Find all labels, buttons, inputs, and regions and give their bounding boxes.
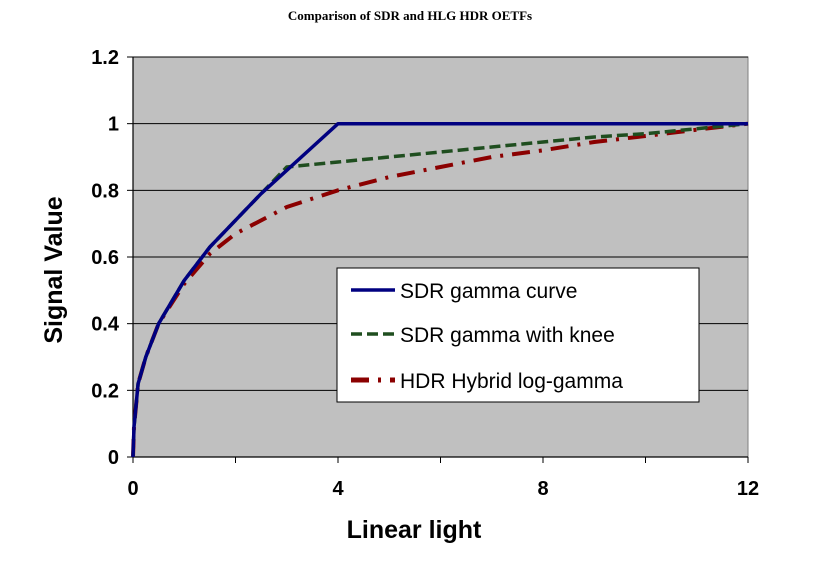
x-axis-label: Linear light [347, 516, 482, 544]
chart-title: Comparison of SDR and HLG HDR OETFs [288, 8, 532, 23]
x-tick-label: 8 [537, 478, 548, 500]
series-line [131, 121, 749, 458]
series-lines [131, 121, 749, 458]
legend-label: HDR Hybrid log-gamma [400, 370, 623, 393]
legend-label: SDR gamma with knee [400, 324, 615, 347]
legend: SDR gamma curve SDR gamma with knee HDR … [336, 267, 700, 403]
y-tick-label: 0.6 [91, 247, 119, 269]
series-line [131, 121, 748, 458]
legend-label: SDR gamma curve [400, 280, 577, 303]
legend-box [336, 267, 700, 403]
tick-labels: 0 0.2 0.4 0.6 0.8 1 1.2 0 4 8 12 [91, 47, 759, 500]
y-tick-label: 1 [108, 114, 119, 136]
legend-entry: HDR Hybrid log-gamma [351, 370, 623, 393]
x-tick-label: 12 [737, 478, 759, 500]
y-tick-label: 0.4 [91, 314, 120, 336]
x-tick-label: 4 [332, 478, 344, 500]
y-axis-label: Signal Value [40, 196, 68, 343]
y-tick-label: 0.2 [91, 380, 119, 402]
legend-entry: SDR gamma with knee [351, 324, 615, 347]
legend-entry: SDR gamma curve [351, 280, 577, 303]
y-tick-label: 1.2 [91, 47, 119, 69]
y-tick-label: 0 [108, 447, 119, 469]
x-tick-label: 0 [127, 478, 138, 500]
y-tick-label: 0.8 [91, 180, 119, 202]
axes [127, 56, 749, 463]
